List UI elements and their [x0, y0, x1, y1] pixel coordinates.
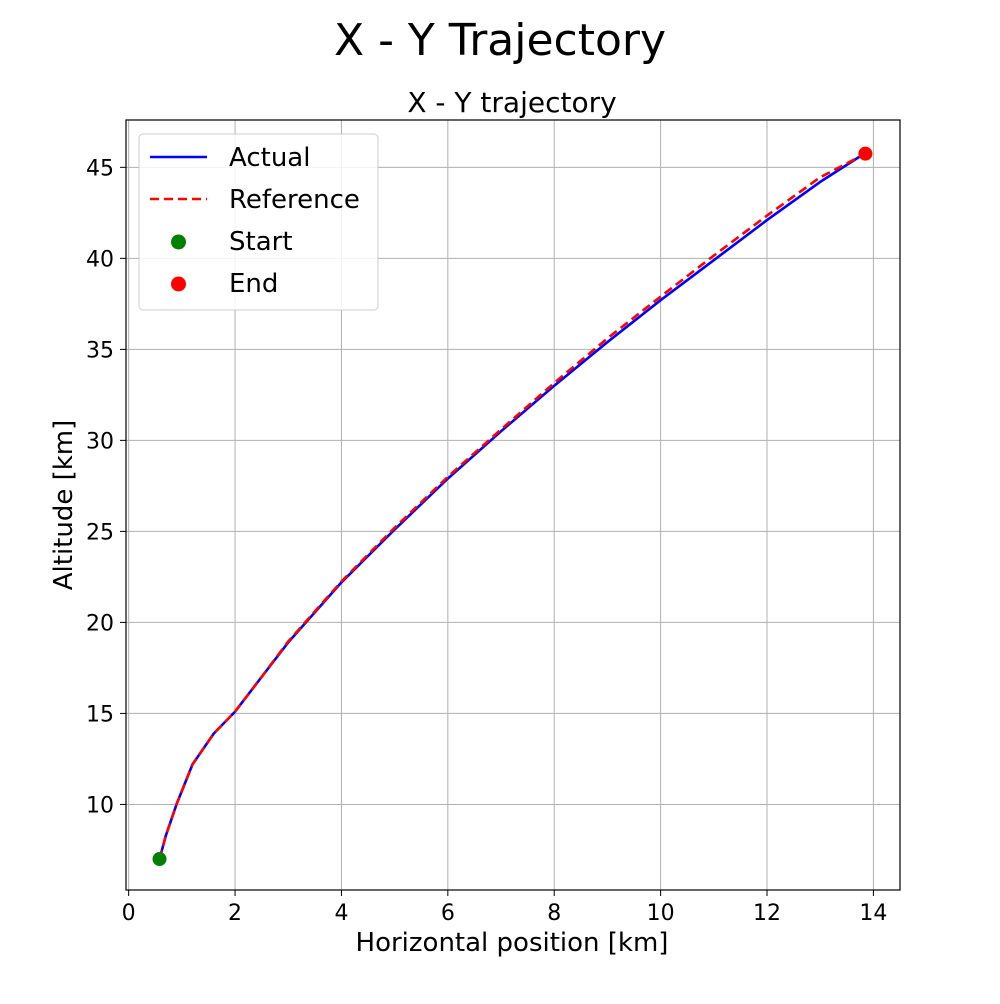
- x-tick-label: 10: [647, 901, 675, 926]
- y-tick-label: 30: [86, 429, 114, 454]
- plot-frame: [125, 119, 901, 891]
- y-tick-label: 20: [86, 611, 114, 636]
- y-tick-label: 45: [86, 156, 114, 181]
- series-line-reference: [158, 152, 867, 860]
- legend-entries: Actual Reference Start End: [150, 143, 360, 299]
- chart-title: X - Y trajectory: [407, 86, 616, 119]
- start-marker: [152, 852, 167, 867]
- x-tick-label: 4: [334, 901, 348, 926]
- x-tick-label: 0: [122, 901, 136, 926]
- y-tick-label: 15: [86, 702, 114, 727]
- grid-lines: [126, 120, 900, 890]
- x-tick-label: 14: [859, 901, 887, 926]
- legend-label: Reference: [229, 185, 360, 215]
- y-tick-label: 40: [86, 247, 114, 272]
- legend-entry-end: End: [171, 269, 278, 299]
- legend: Actual Reference Start End: [138, 133, 379, 311]
- y-tick-label: 10: [86, 793, 114, 818]
- y-tick-label: 35: [86, 338, 114, 363]
- legend-label: End: [229, 269, 278, 299]
- legend-marker-swatch: [171, 234, 186, 250]
- legend-label: Actual: [229, 143, 310, 173]
- end-marker: [858, 146, 873, 161]
- x-tick-label: 6: [441, 901, 455, 926]
- x-axis-label: Horizontal position [km]: [356, 928, 669, 958]
- figure-suptitle: X - Y Trajectory: [334, 15, 666, 66]
- legend-entry-actual: Actual: [150, 143, 310, 173]
- y-tick-label: 25: [86, 520, 114, 545]
- x-axis-ticks: 0 2 4 6 8 10 12 14: [122, 890, 887, 926]
- x-tick-label: 2: [228, 901, 242, 926]
- legend-label: Start: [229, 227, 293, 257]
- y-axis-ticks: 10 15 20 25 30 35 40 45: [86, 156, 126, 818]
- legend-entry-start: Start: [171, 227, 293, 257]
- y-axis-label: Altitude [km]: [49, 420, 79, 591]
- x-tick-label: 8: [547, 901, 561, 926]
- series-lines: [158, 152, 867, 860]
- legend-marker-swatch: [171, 276, 186, 292]
- legend-box: [138, 133, 379, 311]
- x-tick-label: 12: [753, 901, 781, 926]
- series-markers: [152, 146, 873, 867]
- legend-entry-reference: Reference: [150, 185, 360, 215]
